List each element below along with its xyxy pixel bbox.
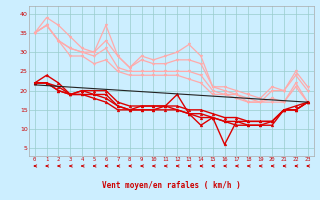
Text: Vent moyen/en rafales ( km/h ): Vent moyen/en rafales ( km/h ): [102, 182, 241, 190]
